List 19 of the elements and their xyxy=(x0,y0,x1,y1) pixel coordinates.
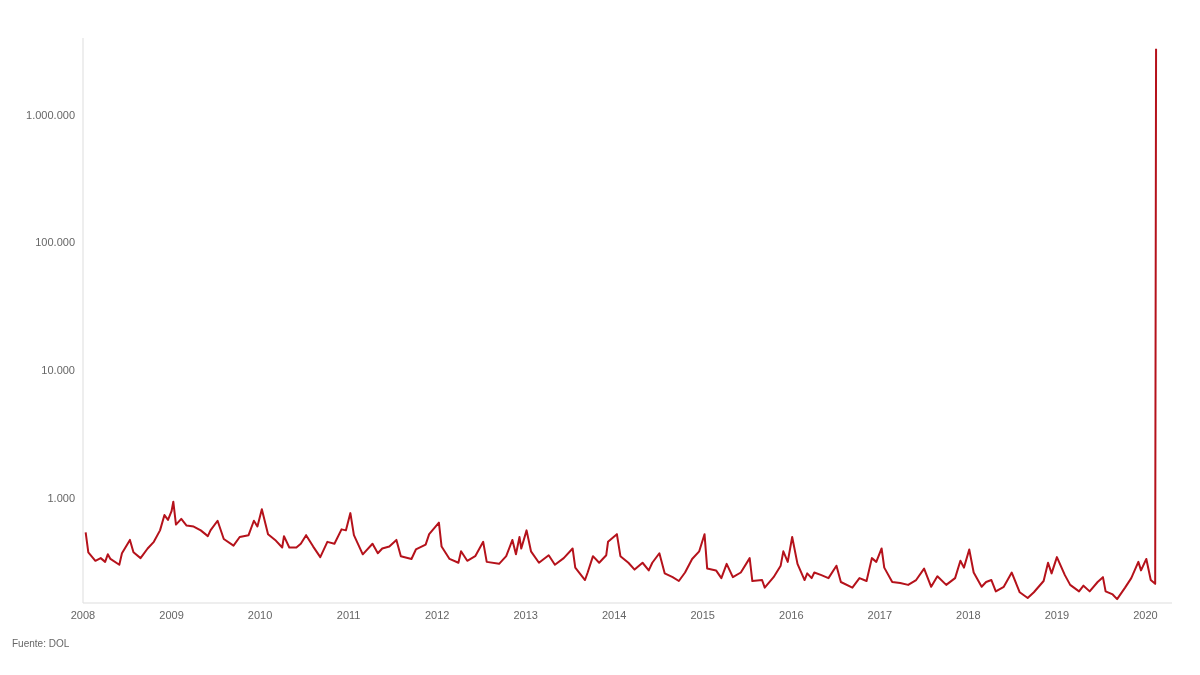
x-tick-label: 2013 xyxy=(513,608,538,621)
x-tick-label: 2017 xyxy=(867,608,893,621)
x-tick-label: 2015 xyxy=(690,608,715,621)
x-tick-label: 2009 xyxy=(159,608,184,621)
x-tick-label: 2019 xyxy=(1044,608,1070,621)
source-note: Fuente: DOL xyxy=(12,638,71,649)
x-tick-label: 2008 xyxy=(70,608,96,621)
x-tick-label: 2018 xyxy=(956,608,981,621)
y-tick-label: 100.000 xyxy=(35,236,75,249)
x-tick-label: 2016 xyxy=(779,608,804,621)
x-tick-label: 2014 xyxy=(601,608,627,621)
x-tick-label: 2011 xyxy=(336,608,361,621)
y-tick-label: 10.000 xyxy=(41,364,75,377)
x-tick-label: 2020 xyxy=(1133,608,1158,621)
x-tick-label: 2012 xyxy=(424,608,450,621)
y-tick-label: 1.000 xyxy=(47,491,75,504)
y-tick-label: 1.000.000 xyxy=(26,108,75,121)
x-tick-label: 2010 xyxy=(247,608,273,621)
line-series xyxy=(84,47,1158,601)
